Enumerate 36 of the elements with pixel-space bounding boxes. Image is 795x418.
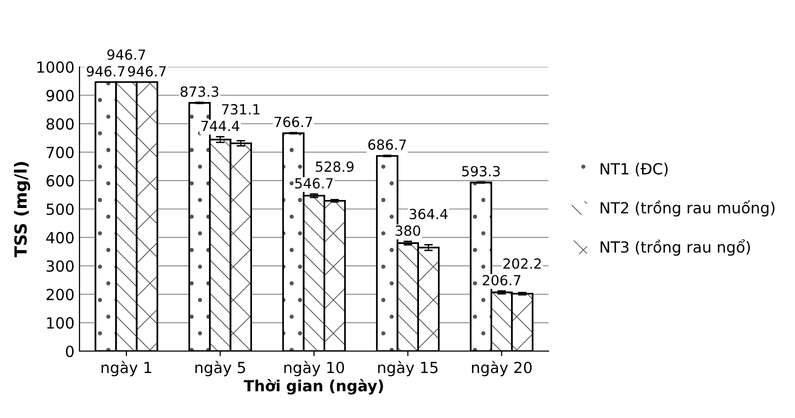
x-tick-label: ngày 1 (102, 360, 152, 376)
legend-label: NT2 (trồng rau muống) (600, 200, 774, 217)
y-tick-label: 100 (47, 317, 74, 329)
legend-label: NT1 (ĐC) (600, 162, 668, 176)
data-label: 593.3 (462, 166, 500, 176)
data-label: 946.7 (107, 49, 146, 60)
y-tick-label: 800 (46, 118, 74, 130)
data-label: 946.7 (86, 66, 124, 77)
y-tick-label: 900 (46, 90, 74, 102)
data-label: 766.7 (274, 116, 312, 128)
y-tick-label: 200 (46, 288, 74, 300)
y-tick-label: 300 (46, 260, 74, 272)
data-label: 546.7 (295, 178, 333, 189)
data-label: 686.7 (368, 139, 406, 150)
data-label: 202.2 (503, 258, 541, 269)
x-tick-label: ngày 10 (284, 360, 344, 376)
data-label: 206.7 (482, 274, 520, 286)
data-label: 731.1 (222, 104, 260, 115)
data-label: 528.9 (316, 161, 354, 172)
x-tick-label: ngày 15 (378, 360, 438, 376)
data-label: 946.7 (128, 66, 166, 77)
y-tick-label: 600 (46, 175, 74, 187)
y-tick-label: 500 (46, 203, 74, 216)
data-label: 380 (396, 225, 420, 236)
data-label: 364.4 (410, 208, 448, 220)
y-axis-title: TSS (mg/l) (14, 162, 30, 258)
x-tick-label: ngày 5 (195, 360, 246, 376)
y-tick-label: 400 (46, 232, 74, 244)
data-label: 744.4 (201, 120, 240, 132)
data-label: 873.3 (180, 86, 218, 97)
legend-label: NT3 (trồng rau ngổ) (600, 239, 750, 256)
y-tick-label: 700 (46, 146, 74, 158)
y-tick-label: 1000 (37, 61, 74, 73)
x-tick-label: ngày 20 (472, 360, 532, 376)
x-axis-title: Thời gian (ngày) (244, 379, 384, 395)
y-tick-label: 0 (66, 346, 74, 358)
